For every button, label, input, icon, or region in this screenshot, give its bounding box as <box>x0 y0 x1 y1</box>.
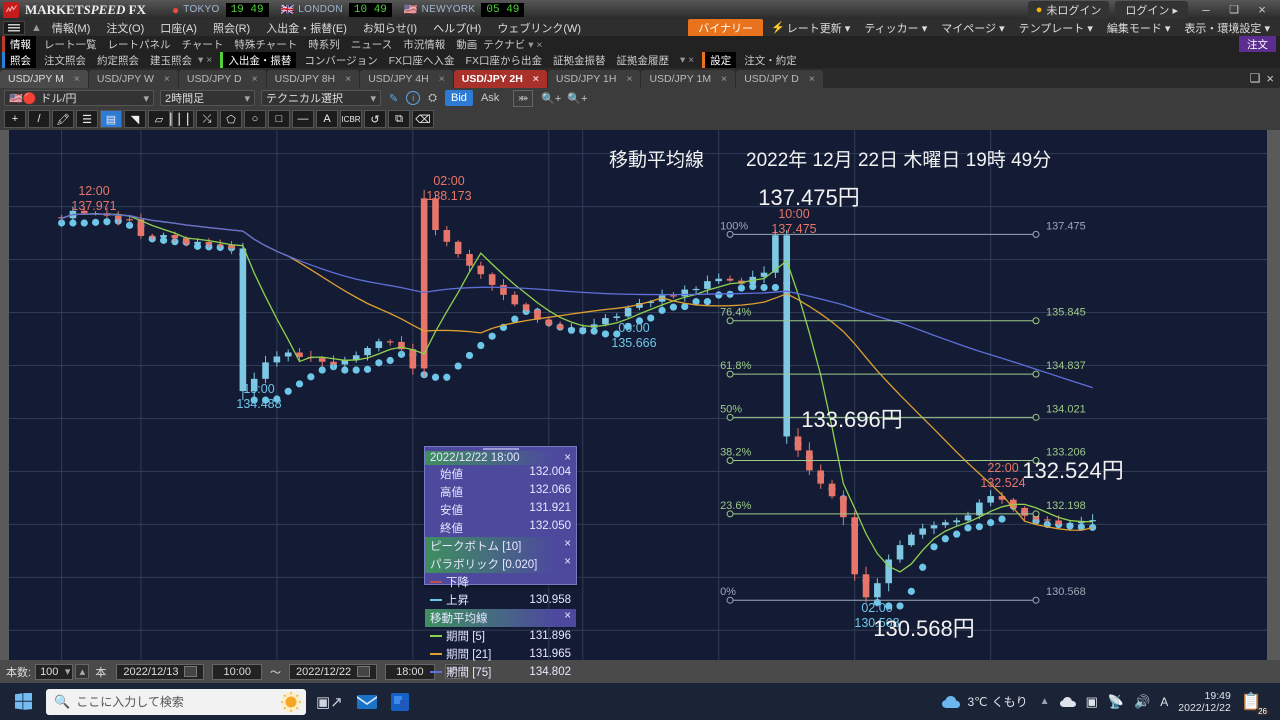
svg-text:18:00: 18:00 <box>243 382 274 396</box>
svg-text:135.845: 135.845 <box>1046 307 1086 319</box>
svg-text:137.971: 137.971 <box>71 199 116 213</box>
svg-text:134.837: 134.837 <box>1046 360 1086 372</box>
svg-text:137.475: 137.475 <box>1046 220 1086 232</box>
svg-text:23.6%: 23.6% <box>720 500 751 512</box>
svg-text:135.666: 135.666 <box>611 336 656 350</box>
svg-text:134.021: 134.021 <box>1046 403 1086 415</box>
svg-text:22:00: 22:00 <box>987 461 1018 475</box>
svg-text:移動平均線: 移動平均線 <box>609 149 704 171</box>
svg-text:132.524: 132.524 <box>980 476 1025 490</box>
svg-text:06:00: 06:00 <box>618 321 649 335</box>
svg-text:50%: 50% <box>720 403 742 415</box>
svg-text:132.198: 132.198 <box>1046 500 1086 512</box>
svg-text:133.206: 133.206 <box>1046 446 1086 458</box>
svg-text:02:00: 02:00 <box>433 174 464 188</box>
svg-text:38.2%: 38.2% <box>720 446 751 458</box>
svg-text:02:00: 02:00 <box>861 601 892 615</box>
svg-text:61.8%: 61.8% <box>720 360 751 372</box>
svg-text:76.4%: 76.4% <box>720 307 751 319</box>
svg-text:100%: 100% <box>720 220 748 232</box>
svg-text:134.488: 134.488 <box>236 397 281 411</box>
svg-text:2022年 12月 22日 木曜日 19時 49分: 2022年 12月 22日 木曜日 19時 49分 <box>746 149 1051 171</box>
svg-text:130.568円: 130.568円 <box>873 616 975 641</box>
svg-text:0%: 0% <box>720 586 736 598</box>
svg-text:133.696円: 133.696円 <box>801 407 903 432</box>
svg-text:138.173: 138.173 <box>426 189 471 203</box>
svg-text:137.475: 137.475 <box>771 222 816 236</box>
svg-text:130.568: 130.568 <box>1046 586 1086 598</box>
svg-text:137.475円: 137.475円 <box>758 185 860 210</box>
svg-text:132.524円: 132.524円 <box>1022 458 1124 483</box>
svg-text:12:00: 12:00 <box>78 184 109 198</box>
